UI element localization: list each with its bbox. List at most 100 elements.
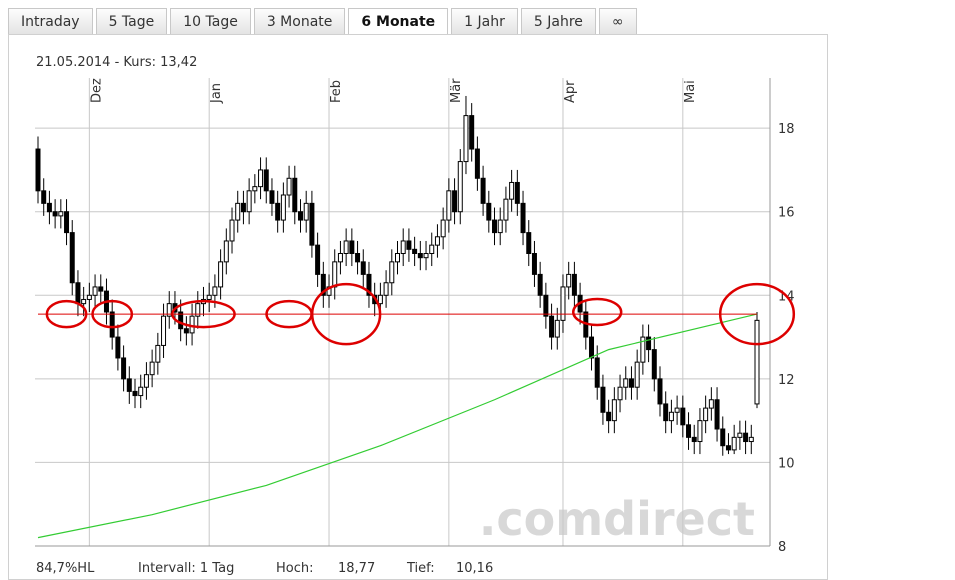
candle-body: [155, 344, 161, 363]
candle-body: [417, 253, 423, 259]
candle-body: [748, 436, 754, 443]
y-tick-label: 16: [778, 206, 795, 221]
header-info: 21.05.2014 - Kurs: 13,42: [36, 55, 197, 70]
candle-body: [258, 169, 264, 188]
candle-body: [286, 177, 292, 196]
candle-body: [566, 273, 572, 288]
candle-body: [434, 236, 440, 246]
x-tick-label: Feb: [329, 80, 344, 103]
candle-body: [143, 374, 149, 388]
candle-body: [480, 177, 486, 204]
candle-body: [469, 115, 475, 150]
candle-body: [492, 219, 498, 234]
x-tick-label: Apr: [563, 80, 578, 103]
candle-body: [332, 261, 338, 288]
y-tick-label: 18: [778, 122, 795, 137]
candle-body: [86, 294, 92, 300]
candle-body: [560, 286, 566, 321]
candle-body: [269, 190, 275, 204]
tab[interactable]: 10 Tage: [170, 8, 251, 34]
moving-average: [37, 313, 758, 539]
candle-body: [634, 361, 640, 388]
candle-body: [183, 328, 189, 334]
candle-body: [355, 253, 361, 263]
candle-body: [628, 378, 634, 388]
y-tick-label: 10: [778, 456, 795, 471]
candle-body: [98, 286, 104, 292]
footer-text: Tief:: [406, 561, 435, 576]
candle-body: [75, 282, 81, 305]
candle-body: [69, 232, 75, 284]
highlight-circle: [171, 299, 236, 329]
candle-body: [246, 190, 252, 213]
highlight-circle: [310, 282, 382, 346]
candle-body: [731, 436, 737, 451]
footer-text: 84,7%HL: [36, 561, 95, 576]
candle-body: [691, 436, 697, 443]
candle-body: [389, 261, 395, 284]
candle-body: [543, 294, 549, 317]
tab[interactable]: Intraday: [8, 8, 93, 34]
candle-body: [703, 407, 709, 422]
candle-body: [686, 424, 692, 438]
candle-body: [503, 198, 509, 221]
candle-body: [674, 407, 680, 413]
highlight-circle: [91, 299, 134, 329]
candle-body: [292, 177, 298, 213]
candle-body: [149, 361, 155, 376]
tab[interactable]: 5 Jahre: [520, 8, 596, 34]
candle-body: [212, 286, 218, 296]
tab[interactable]: ∞: [598, 8, 637, 34]
candle-body: [81, 298, 87, 305]
tab[interactable]: 1 Jahr: [451, 8, 518, 34]
candle-body: [606, 411, 612, 422]
footer-text: Hoch:: [276, 561, 314, 576]
candle-body: [121, 357, 127, 380]
candle-body: [223, 240, 229, 263]
candle-body: [617, 386, 623, 401]
candle-body: [725, 445, 731, 451]
candle-body: [594, 357, 600, 388]
candle-body: [406, 240, 412, 250]
candle-body: [509, 181, 515, 200]
x-tick-label: Jan: [209, 83, 224, 104]
tab[interactable]: 5 Tage: [95, 8, 168, 34]
tab-bar: Intraday 5 Tage 10 Tage 3 Monate 6 Monate 1 J…: [8, 8, 640, 35]
candle-body: [520, 202, 526, 234]
candle-body: [680, 407, 686, 426]
candle-body: [280, 194, 286, 221]
candle-body: [263, 169, 269, 192]
y-tick-label: 8: [778, 540, 786, 555]
candle-body: [600, 386, 606, 413]
candle-body: [486, 202, 492, 221]
candle-body: [383, 282, 389, 296]
candle-body: [35, 148, 41, 192]
x-tick-label: Dez: [89, 78, 104, 103]
candle-body: [743, 432, 749, 443]
candle-body: [360, 261, 366, 275]
x-tick-label: Mär: [449, 78, 464, 103]
candle-body: [737, 432, 743, 438]
candle-body: [423, 253, 429, 259]
candle-body: [720, 428, 726, 447]
candle-body: [651, 349, 657, 380]
tab[interactable]: 3 Monate: [253, 8, 346, 34]
candle-body: [526, 232, 532, 255]
candle-body: [349, 240, 355, 254]
candle-body: [64, 211, 70, 234]
candle-body: [132, 390, 138, 397]
candle-body: [41, 190, 47, 204]
candle-body: [714, 399, 720, 430]
candle-body: [218, 261, 224, 288]
candle-body: [589, 336, 595, 359]
candle-body: [611, 399, 617, 422]
candle-body: [126, 378, 132, 392]
candle-body: [474, 148, 480, 179]
candle-body: [178, 311, 184, 330]
candle-body: [657, 378, 663, 405]
watermark: .comdirect: [479, 492, 755, 546]
candle-body: [189, 315, 195, 334]
tab[interactable]: 6 Monate: [348, 8, 449, 35]
